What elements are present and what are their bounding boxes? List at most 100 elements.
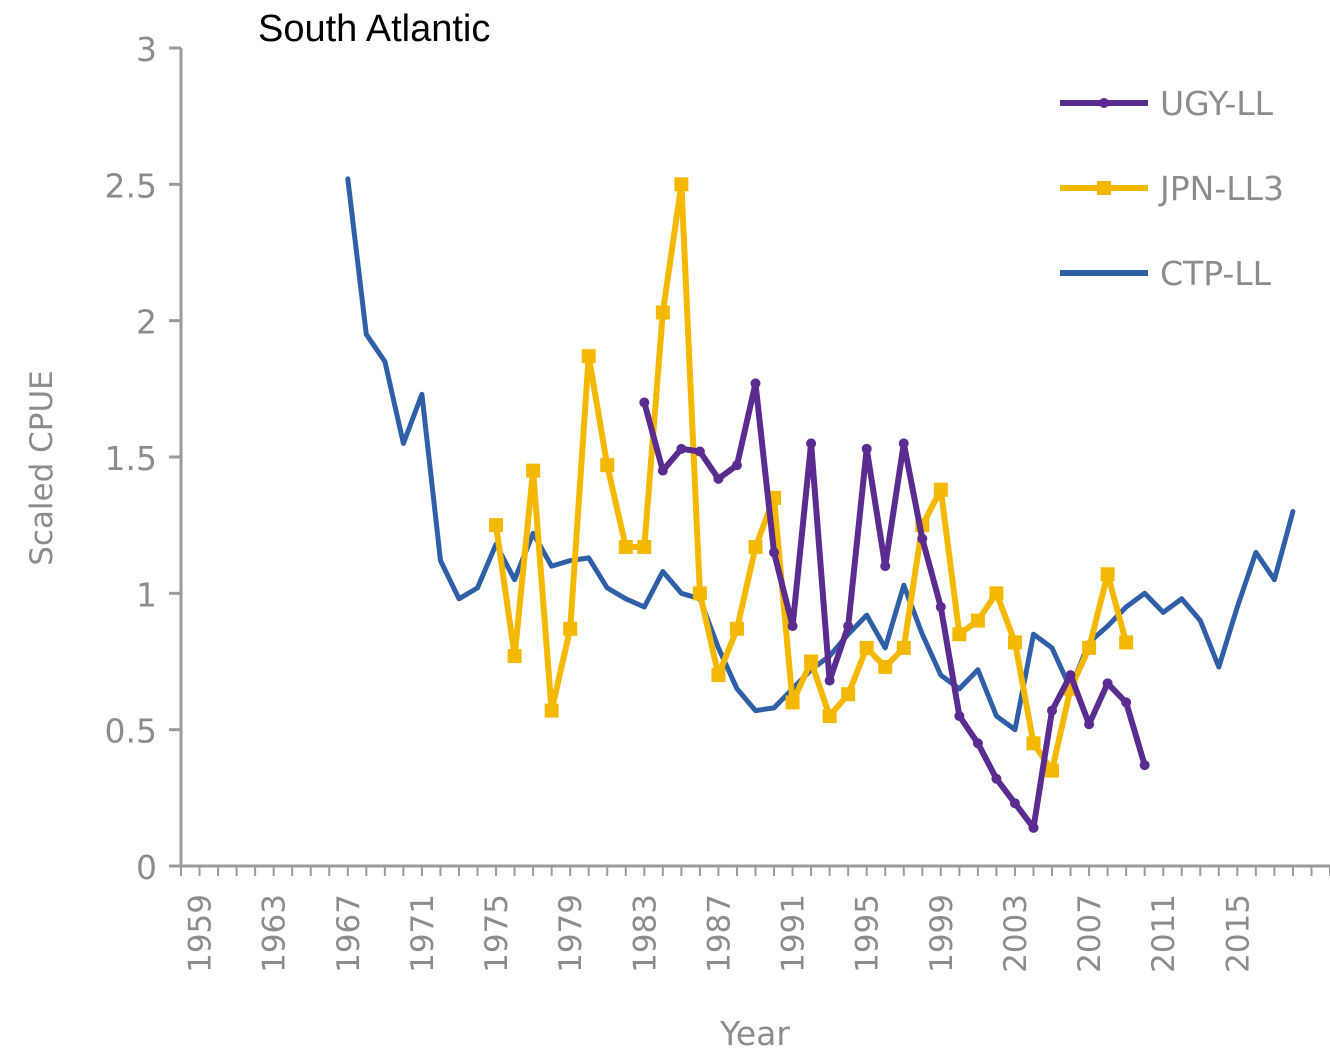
x-tick-label: 1967: [331, 894, 367, 973]
plot-area: 00.511.522.53 1959 1963 1967 1971 1975 1979 19…: [105, 30, 1330, 973]
y-tick-group: 0 0.5 1 1.5 2 2.5 3: [105, 30, 181, 887]
legend: UGY-LL JPN-LL3 CTP-LL: [1060, 84, 1284, 293]
data-point: [841, 687, 856, 702]
data-point: [750, 378, 761, 389]
data-point: [729, 621, 744, 636]
y-tick-label: 2.5: [105, 166, 157, 205]
data-point: [1100, 567, 1115, 582]
y-tick-label: 1: [136, 575, 157, 614]
legend-item: UGY-LL: [1060, 84, 1274, 123]
data-point: [711, 668, 726, 683]
data-point: [769, 547, 780, 558]
data-point: [1028, 822, 1039, 833]
x-tick-label: 1987: [701, 894, 737, 973]
data-point: [822, 709, 837, 724]
x-tick-label: 2011: [1146, 894, 1182, 973]
data-point: [1119, 635, 1134, 650]
x-tick-label: 1991: [776, 894, 812, 973]
data-point: [544, 703, 559, 718]
legend-marker: [1097, 181, 1111, 195]
data-point: [917, 533, 928, 544]
data-point: [618, 539, 633, 554]
data-point: [563, 621, 578, 636]
data-point: [935, 601, 946, 612]
series-line: [641, 380, 1148, 831]
x-tick-label: 1979: [553, 894, 589, 973]
data-point: [748, 539, 763, 554]
series-ctp-ll: [345, 176, 1296, 733]
data-point: [896, 640, 911, 655]
series-layer: [345, 176, 1296, 833]
data-point: [785, 695, 800, 710]
data-point: [1026, 736, 1041, 751]
data-point: [806, 438, 817, 449]
data-point: [713, 473, 724, 484]
data-point: [526, 463, 541, 478]
data-point: [952, 627, 967, 642]
chart-title: South Atlantic: [258, 8, 490, 50]
y-tick-label: 3: [136, 30, 157, 69]
series-ugy-ll: [639, 378, 1150, 833]
data-point: [1082, 640, 1097, 655]
data-point: [933, 482, 948, 497]
data-point: [694, 446, 705, 457]
data-point: [1065, 670, 1076, 681]
legend-marker: [1099, 98, 1109, 108]
data-point: [655, 305, 670, 320]
data-point: [507, 649, 522, 664]
data-point: [489, 518, 504, 533]
data-point: [1139, 760, 1150, 771]
legend-label: CTP-LL: [1160, 254, 1272, 293]
data-point: [954, 711, 965, 722]
data-point: [676, 443, 687, 454]
data-point: [657, 465, 668, 476]
data-point: [639, 397, 650, 408]
data-point: [1121, 697, 1132, 708]
data-point: [991, 773, 1002, 784]
data-point: [878, 659, 893, 674]
data-point: [1045, 763, 1060, 778]
data-point: [861, 443, 872, 454]
data-point: [880, 561, 891, 572]
data-point: [824, 675, 835, 686]
data-point: [1007, 635, 1022, 650]
legend-label: UGY-LL: [1160, 84, 1274, 123]
x-tick-group: 1959 1963 1967 1971 1975 1979 1983 1987 1991 1995…: [180, 866, 1330, 973]
data-point: [804, 654, 819, 669]
series-line: [345, 176, 1296, 733]
x-tick-label: 1999: [924, 894, 960, 973]
data-point: [843, 621, 854, 632]
data-point: [1009, 798, 1020, 809]
x-tick-label: 1995: [850, 894, 886, 973]
y-tick-label: 2: [136, 303, 157, 342]
x-tick-label: 1983: [627, 894, 663, 973]
x-tick-label: 1963: [257, 894, 293, 973]
data-point: [1084, 719, 1095, 730]
y-tick-label: 1.5: [105, 439, 157, 478]
data-point: [692, 586, 707, 601]
data-point: [731, 460, 742, 471]
data-point: [581, 349, 596, 364]
data-point: [898, 438, 909, 449]
data-point: [637, 539, 652, 554]
data-point: [972, 738, 983, 749]
x-tick-label: 2015: [1220, 894, 1256, 973]
y-tick-label: 0.5: [105, 712, 157, 751]
y-tick-label: 0: [136, 848, 157, 887]
data-point: [859, 640, 874, 655]
y-axis-label: Scaled CPUE: [24, 370, 60, 566]
data-point: [1102, 678, 1113, 689]
x-tick-label: 1971: [405, 894, 441, 973]
x-tick-label: 1959: [183, 894, 219, 973]
legend-item: CTP-LL: [1060, 254, 1272, 293]
series-jpn-ll3: [489, 177, 1134, 778]
x-tick-label: 1975: [479, 894, 515, 973]
data-point: [970, 613, 985, 628]
data-point: [989, 586, 1004, 601]
data-point: [1047, 705, 1058, 716]
data-point: [787, 621, 798, 632]
x-axis-label: Year: [719, 1014, 790, 1053]
legend-item: JPN-LL3: [1060, 169, 1284, 208]
data-point: [674, 177, 689, 192]
